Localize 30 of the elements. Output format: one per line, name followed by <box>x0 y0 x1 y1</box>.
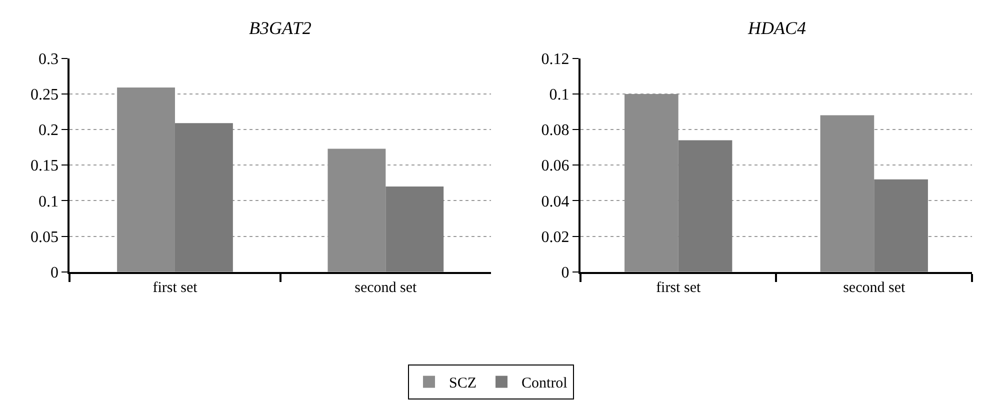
y-tick-label: 0.15 <box>30 158 58 175</box>
y-tick-label: 0.3 <box>38 50 58 68</box>
y-tick-label: 0.2 <box>38 122 58 140</box>
x-tick-label: first set <box>656 280 702 296</box>
y-tick-label: 0.05 <box>30 228 58 246</box>
y-tick-label: 0.04 <box>541 193 570 210</box>
bar <box>117 88 175 272</box>
legend-label: Control <box>522 376 568 392</box>
chart-title: B3GAT2 <box>249 18 312 38</box>
y-tick-label: 0.25 <box>30 86 58 104</box>
bar <box>624 94 678 272</box>
y-tick-label: 0.02 <box>541 228 570 246</box>
bar <box>174 123 233 272</box>
x-tick-label: second set <box>354 280 418 296</box>
y-tick-label: 0.1 <box>38 193 58 210</box>
chart-title: HDAC4 <box>747 18 806 38</box>
y-tick-label: 0.12 <box>541 50 570 68</box>
y-tick-label: 0.1 <box>549 86 570 104</box>
bar <box>874 179 928 272</box>
bar <box>386 186 444 272</box>
y-tick-label: 0.06 <box>541 158 570 175</box>
x-tick-label: first set <box>152 280 198 296</box>
y-tick-label: 0 <box>561 264 570 282</box>
legend-label: SCZ <box>449 376 477 392</box>
y-tick-label: 0.08 <box>541 122 570 140</box>
x-tick-label: second set <box>843 280 906 296</box>
y-tick-label: 0 <box>50 264 58 282</box>
bar <box>678 140 732 272</box>
bar <box>328 148 386 272</box>
bar <box>820 115 874 272</box>
